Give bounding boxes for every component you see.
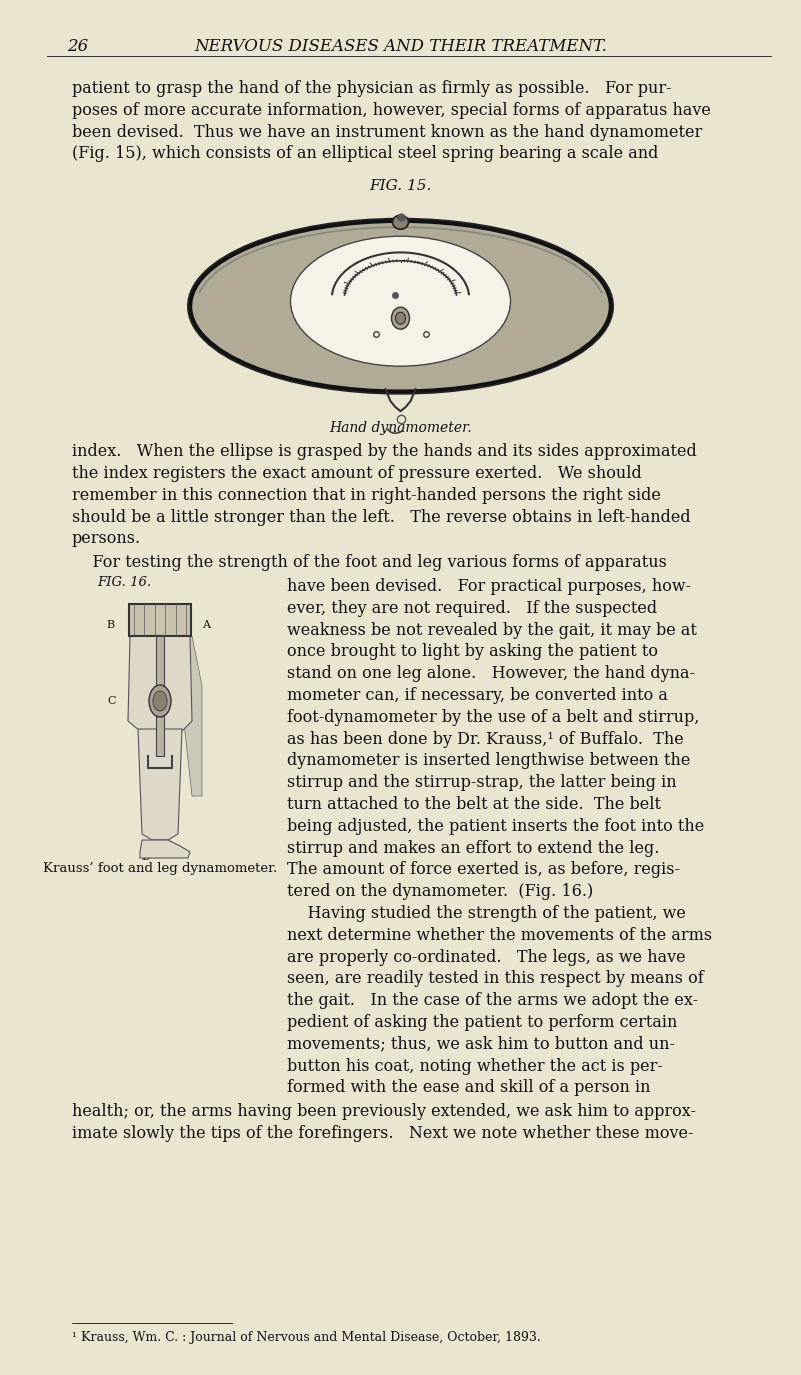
Text: seen, are readily tested in this respect by means of: seen, are readily tested in this respect… bbox=[287, 971, 704, 987]
Text: remember in this connection that in right-handed persons the right side: remember in this connection that in righ… bbox=[72, 487, 661, 503]
Text: NERVOUS DISEASES AND THEIR TREATMENT.: NERVOUS DISEASES AND THEIR TREATMENT. bbox=[194, 38, 607, 55]
Text: tered on the dynamometer.  (Fig. 16.): tered on the dynamometer. (Fig. 16.) bbox=[287, 883, 594, 901]
Text: stand on one leg alone.   However, the hand dyna-: stand on one leg alone. However, the han… bbox=[287, 666, 695, 682]
Text: stirrup and the stirrup-strap, the latter being in: stirrup and the stirrup-strap, the latte… bbox=[287, 774, 677, 791]
Text: D: D bbox=[142, 852, 151, 862]
Ellipse shape bbox=[149, 685, 171, 716]
Ellipse shape bbox=[392, 307, 409, 329]
Text: dynamometer is inserted lengthwise between the: dynamometer is inserted lengthwise betwe… bbox=[287, 752, 690, 770]
Text: have been devised.   For practical purposes, how-: have been devised. For practical purpose… bbox=[287, 578, 691, 595]
Text: imate slowly the tips of the forefingers.   Next we note whether these move-: imate slowly the tips of the forefingers… bbox=[72, 1125, 694, 1143]
Text: (Fig. 15), which consists of an elliptical steel spring bearing a scale and: (Fig. 15), which consists of an elliptic… bbox=[72, 146, 658, 162]
Text: B: B bbox=[106, 620, 114, 630]
Text: C: C bbox=[108, 696, 116, 705]
Text: index.   When the ellipse is grasped by the hands and its sides approximated: index. When the ellipse is grasped by th… bbox=[72, 443, 697, 461]
Polygon shape bbox=[140, 840, 190, 858]
Polygon shape bbox=[178, 637, 202, 796]
Text: the index registers the exact amount of pressure exerted.   We should: the index registers the exact amount of … bbox=[72, 465, 642, 483]
Ellipse shape bbox=[396, 312, 405, 324]
Bar bbox=[129, 604, 191, 637]
Text: C  LIN: C LIN bbox=[385, 292, 416, 301]
Text: ever, they are not required.   If the suspected: ever, they are not required. If the susp… bbox=[287, 600, 657, 617]
Text: pedient of asking the patient to perform certain: pedient of asking the patient to perform… bbox=[287, 1013, 678, 1031]
Text: once brought to light by asking the patient to: once brought to light by asking the pati… bbox=[287, 644, 658, 660]
Text: as has been done by Dr. Krauss,¹ of Buffalo.  The: as has been done by Dr. Krauss,¹ of Buff… bbox=[287, 730, 684, 748]
Text: ¹ Krauss, Wm. C. : Journal of Nervous and Mental Disease, October, 1893.: ¹ Krauss, Wm. C. : Journal of Nervous an… bbox=[72, 1331, 541, 1343]
Text: weakness be not revealed by the gait, it may be at: weakness be not revealed by the gait, it… bbox=[287, 622, 697, 638]
Text: stirrup and makes an effort to extend the leg.: stirrup and makes an effort to extend th… bbox=[287, 840, 659, 857]
Text: foot-dynamometer by the use of a belt and stirrup,: foot-dynamometer by the use of a belt an… bbox=[287, 708, 699, 726]
Text: the gait.   In the case of the arms we adopt the ex-: the gait. In the case of the arms we ado… bbox=[287, 993, 698, 1009]
Text: 26: 26 bbox=[67, 38, 88, 55]
Text: poses of more accurate information, however, special forms of apparatus have: poses of more accurate information, howe… bbox=[72, 102, 710, 118]
Text: movements; thus, we ask him to button and un-: movements; thus, we ask him to button an… bbox=[287, 1035, 675, 1053]
Text: Krauss’ foot and leg dynamometer.: Krauss’ foot and leg dynamometer. bbox=[43, 862, 277, 874]
Text: Having studied the strength of the patient, we: Having studied the strength of the patie… bbox=[287, 905, 686, 923]
Text: being adjusted, the patient inserts the foot into the: being adjusted, the patient inserts the … bbox=[287, 818, 704, 835]
Text: are properly co-ordinated.   The legs, as we have: are properly co-ordinated. The legs, as … bbox=[287, 949, 686, 965]
Text: A: A bbox=[202, 620, 210, 630]
Text: The amount of force exerted is, as before, regis-: The amount of force exerted is, as befor… bbox=[287, 861, 680, 879]
Text: formed with the ease and skill of a person in: formed with the ease and skill of a pers… bbox=[287, 1079, 650, 1096]
Text: Hand dynamometer.: Hand dynamometer. bbox=[329, 421, 472, 436]
Ellipse shape bbox=[191, 221, 610, 392]
Text: button his coat, noting whether the act is per-: button his coat, noting whether the act … bbox=[287, 1057, 663, 1075]
Text: For testing the strength of the foot and leg various forms of apparatus: For testing the strength of the foot and… bbox=[72, 554, 667, 571]
Text: mometer can, if necessary, be converted into a: mometer can, if necessary, be converted … bbox=[287, 688, 668, 704]
Text: been devised.  Thus we have an instrument known as the hand dynamometer: been devised. Thus we have an instrument… bbox=[72, 124, 702, 140]
Text: FIG. 15.: FIG. 15. bbox=[369, 179, 432, 194]
Polygon shape bbox=[128, 637, 192, 732]
Text: FIG. 16.: FIG. 16. bbox=[97, 576, 151, 588]
Text: health; or, the arms having been previously extended, we ask him to approx-: health; or, the arms having been previou… bbox=[72, 1103, 696, 1121]
Ellipse shape bbox=[392, 216, 409, 230]
Text: persons.: persons. bbox=[72, 531, 141, 547]
Ellipse shape bbox=[191, 221, 610, 392]
Text: should be a little stronger than the left.   The reverse obtains in left-handed: should be a little stronger than the lef… bbox=[72, 509, 690, 525]
Ellipse shape bbox=[153, 692, 167, 711]
Text: next determine whether the movements of the arms: next determine whether the movements of … bbox=[287, 927, 712, 943]
Ellipse shape bbox=[291, 236, 510, 366]
Text: turn attached to the belt at the side.  The belt: turn attached to the belt at the side. T… bbox=[287, 796, 661, 813]
Polygon shape bbox=[138, 729, 182, 840]
Text: patient to grasp the hand of the physician as firmly as possible.   For pur-: patient to grasp the hand of the physici… bbox=[72, 80, 671, 98]
